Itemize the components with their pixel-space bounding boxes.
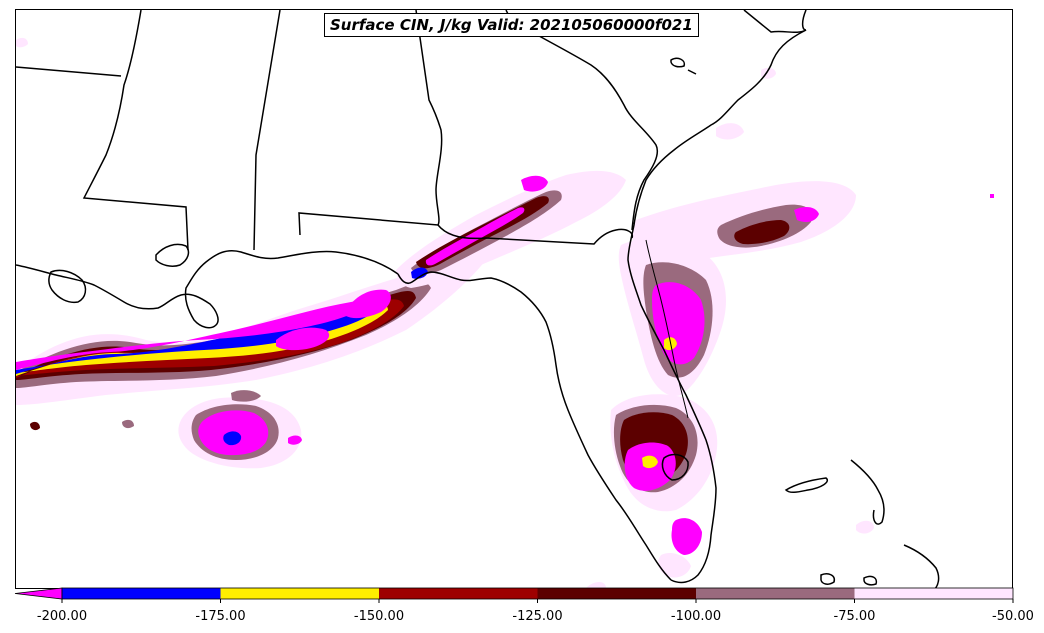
border-line-7 [743, 10, 807, 34]
cin-speck-4 [856, 520, 874, 534]
coast-gulf-west [16, 250, 399, 329]
cin-speck-6 [16, 37, 28, 48]
cin-cluster-gulf-blue [223, 431, 242, 446]
colorbar-bin-3 [537, 588, 696, 599]
colorbar-bin-0 [62, 588, 221, 599]
cin-sfl-light [658, 553, 691, 578]
border-line-8 [801, 10, 807, 31]
island-bahamas-3 [903, 544, 940, 588]
coast-louisiana-delta [48, 269, 87, 304]
island-bahamas-1 [850, 459, 885, 525]
river-st-johns [645, 239, 689, 419]
cin-band-north-magenta [425, 207, 525, 266]
colorbar-bin-2 [379, 588, 538, 599]
colorbar-bins [14, 587, 1014, 600]
cin-field [16, 37, 994, 588]
cin-spot-north-blue [411, 267, 428, 279]
map-outlines [16, 10, 940, 588]
cin-speck-7 [30, 421, 40, 431]
cin-band-gulf-blue [16, 305, 375, 374]
cin-spot-sw [288, 435, 302, 445]
colorbar-tick-label: -200.00 [36, 609, 88, 624]
coast-louisiana-inlet [155, 243, 190, 267]
colorbar [14, 587, 1014, 603]
colorbar-ticks [61, 599, 1014, 603]
map-canvas [16, 10, 994, 588]
coast-florida-gulf [397, 271, 672, 581]
cin-atl-magenta [794, 206, 819, 222]
border-line-4 [298, 10, 443, 236]
colorbar-bin-5 [854, 588, 1013, 599]
colorbar-tick-label: -150.00 [353, 609, 405, 624]
cin-spot-gulf-magenta [346, 289, 391, 319]
cin-atl-darkred [734, 220, 790, 245]
colorbar-tick-label: -175.00 [195, 609, 246, 624]
island-small-ga2 [687, 69, 697, 75]
cin-speck-8 [122, 419, 134, 429]
colorbar-extend-min [14, 587, 63, 600]
border-line-1 [16, 66, 122, 77]
cin-speck-5 [990, 194, 994, 198]
border-line-5 [437, 224, 634, 245]
colorbar-tick-label: -125.00 [512, 609, 563, 624]
colorbar-tick-label: -50.00 [992, 609, 1034, 624]
island-bahamas-4 [820, 573, 836, 585]
cin-cfl-yellow [642, 455, 658, 469]
chart-title: Surface CIN, J/kg Valid: 202105060000f02… [324, 13, 699, 37]
map-panel [15, 9, 1013, 589]
island-bahamas-5 [863, 575, 878, 586]
colorbar-bin-4 [696, 588, 855, 599]
border-line-2 [82, 10, 189, 251]
cin-speck-2 [716, 123, 744, 140]
cin-band-gulf-magenta [16, 301, 365, 370]
cin-spot-north-magenta [521, 175, 548, 192]
colorbar-tick-label: -75.00 [833, 609, 876, 624]
cin-band-gulf-yellow [16, 303, 388, 376]
cin-spot-gulf-magenta2 [276, 327, 330, 351]
colorbar-tick-label: -100.00 [670, 609, 722, 624]
coast-atlantic [627, 29, 807, 584]
border-line-6 [505, 10, 658, 231]
cin-speck-3 [586, 582, 606, 588]
lake-okeechobee [661, 453, 689, 481]
colorbar-bin-1 [220, 588, 379, 599]
island-small-ga [670, 57, 686, 68]
border-line-3 [253, 10, 281, 251]
island-bahamas-2 [784, 477, 828, 494]
cin-sfl-magenta [671, 518, 702, 555]
cin-spot-sw2 [231, 390, 261, 402]
inland-water [645, 239, 689, 419]
